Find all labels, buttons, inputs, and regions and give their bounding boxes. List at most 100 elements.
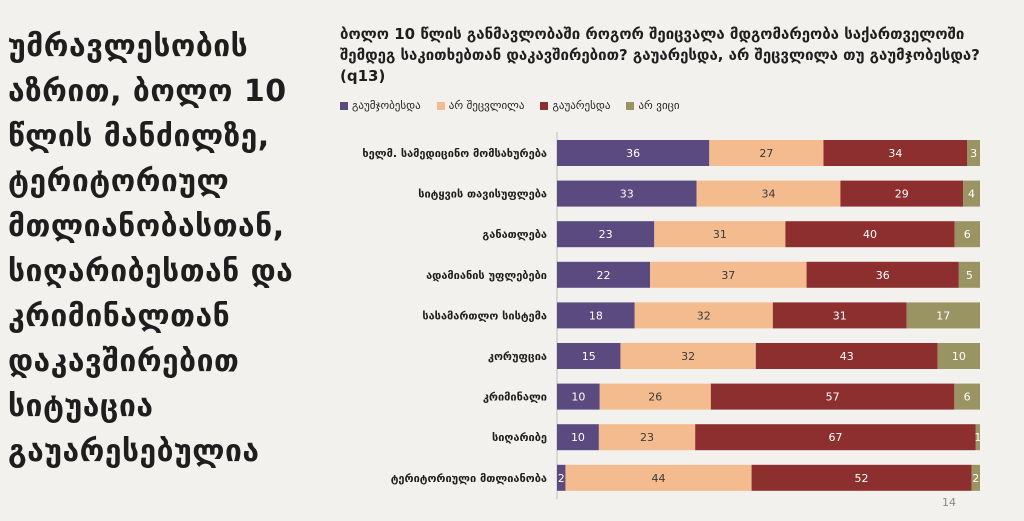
data-label: 15 (582, 350, 596, 363)
data-label: 32 (697, 309, 711, 322)
data-label: 34 (888, 147, 902, 160)
data-label: 31 (833, 309, 847, 322)
bar-segment (599, 383, 711, 410)
category-label: სიტყვის თავისუფლება (418, 188, 547, 201)
data-label: 18 (589, 309, 603, 322)
headline-line: წლის მანძილზე, (8, 119, 270, 154)
data-label: 43 (840, 350, 854, 363)
bar-segment (709, 140, 824, 166)
headline-line: უმრავლესობის (8, 29, 249, 64)
data-label: 4 (968, 188, 975, 201)
legend-label: არ შეცვლილა (448, 99, 525, 112)
data-label: 5 (966, 269, 973, 282)
data-label: 2 (558, 472, 565, 485)
bar-segment (620, 343, 756, 369)
data-label: 2 (972, 472, 979, 485)
category-label: სასამართლო სისტემა (422, 309, 547, 322)
data-label: 36 (876, 269, 890, 282)
bar-segment (823, 140, 968, 166)
data-label: 52 (855, 472, 869, 485)
bar-segment (557, 302, 635, 329)
data-label: 36 (626, 147, 640, 160)
data-label: 33 (620, 188, 634, 201)
bar-segment (598, 424, 696, 451)
data-label: 23 (640, 431, 654, 444)
data-label: 37 (721, 269, 735, 282)
bar-segment (958, 261, 980, 288)
headline: უმრავლესობის აზრით, ბოლო 10 წლის მანძილზ… (8, 24, 308, 474)
category-label: განათლება (482, 228, 547, 241)
bar-segment (696, 180, 841, 207)
headline-line: სიტუაცია (8, 389, 154, 424)
legend-swatch (436, 101, 445, 110)
bar-segment (806, 261, 959, 288)
bar-segment (954, 221, 980, 248)
bar-segment (557, 140, 710, 166)
bar-segment (557, 221, 655, 248)
slide-number: 14 (942, 496, 956, 509)
bar-segment (557, 261, 651, 288)
headline-line: სიღარიბესთან და (8, 254, 294, 289)
legend-item-not-changed: არ შეცვლილა (436, 99, 525, 112)
data-label: 3 (970, 147, 977, 160)
data-label: 57 (826, 391, 840, 404)
legend-item-improved: გაუმჯობესდა (340, 99, 421, 112)
category-label: ხელმ. სამედიცინო მომსახურება (362, 147, 547, 160)
bar-segment (772, 302, 907, 329)
chart-title: ბოლო 10 წლის განმავლობაში როგორ შეიცვალა… (340, 25, 980, 85)
headline-line: კრიმინალთან (8, 299, 231, 334)
bar-segment (840, 180, 964, 207)
bar-segment (971, 464, 980, 491)
bar-segment (565, 464, 752, 491)
bar-segment (967, 140, 980, 166)
data-label: 40 (863, 228, 877, 241)
legend-swatch (540, 101, 549, 110)
headline-line: აზრით, ბოლო 10 (8, 74, 287, 109)
bar-segment (557, 464, 566, 491)
data-label: 31 (713, 228, 727, 241)
legend-label: გაუმჯობესდა (352, 99, 421, 112)
data-label: 6 (964, 391, 971, 404)
chart-legend: გაუმჯობესდა არ შეცვლილა გაუარესდა არ ვიც… (340, 99, 680, 112)
bar-segment (906, 302, 980, 329)
headline-line: მთლიანობასთან, (8, 209, 285, 244)
bar-segment (557, 424, 599, 451)
bar-segment (557, 180, 697, 207)
legend-label: გაუარესდა (552, 99, 611, 112)
bar-segment (695, 424, 976, 451)
data-label: 10 (571, 431, 585, 444)
bar-segment (557, 343, 621, 369)
data-label: 44 (652, 472, 666, 485)
legend-swatch (626, 101, 635, 110)
data-label: 67 (829, 431, 843, 444)
data-label: 27 (759, 147, 773, 160)
data-label: 1 (974, 431, 981, 444)
category-label: ადამიანის უფლებები (426, 269, 547, 282)
headline-line: ტერიტორიულ (8, 164, 230, 199)
bar-segment (710, 383, 955, 410)
data-label: 22 (597, 269, 611, 282)
bar-segment (557, 383, 600, 410)
data-label: 26 (648, 391, 662, 404)
bar-segment (785, 221, 955, 248)
category-label: კორუფცია (488, 350, 547, 363)
data-label: 10 (952, 350, 966, 363)
data-label: 17 (936, 309, 950, 322)
category-label: ტერიტორიული მთლიანობა (391, 472, 547, 485)
data-label: 32 (681, 350, 695, 363)
legend-label: არ ვიცი (638, 99, 680, 112)
category-label: სიღარიბე (492, 431, 547, 444)
headline-line: დაკავშირებით (8, 344, 240, 379)
data-label: 23 (599, 228, 613, 241)
bar-segment (755, 343, 938, 369)
headline-line: გაუარესებულია (8, 434, 260, 469)
bar-segment (963, 180, 980, 207)
bar-segment (751, 464, 972, 491)
bar-segment (634, 302, 773, 329)
data-label: 6 (964, 228, 971, 241)
bar-segment (650, 261, 807, 288)
category-label: კრიმინალი (483, 391, 547, 404)
data-label: 10 (571, 391, 585, 404)
legend-item-worsened: გაუარესდა (540, 99, 610, 112)
